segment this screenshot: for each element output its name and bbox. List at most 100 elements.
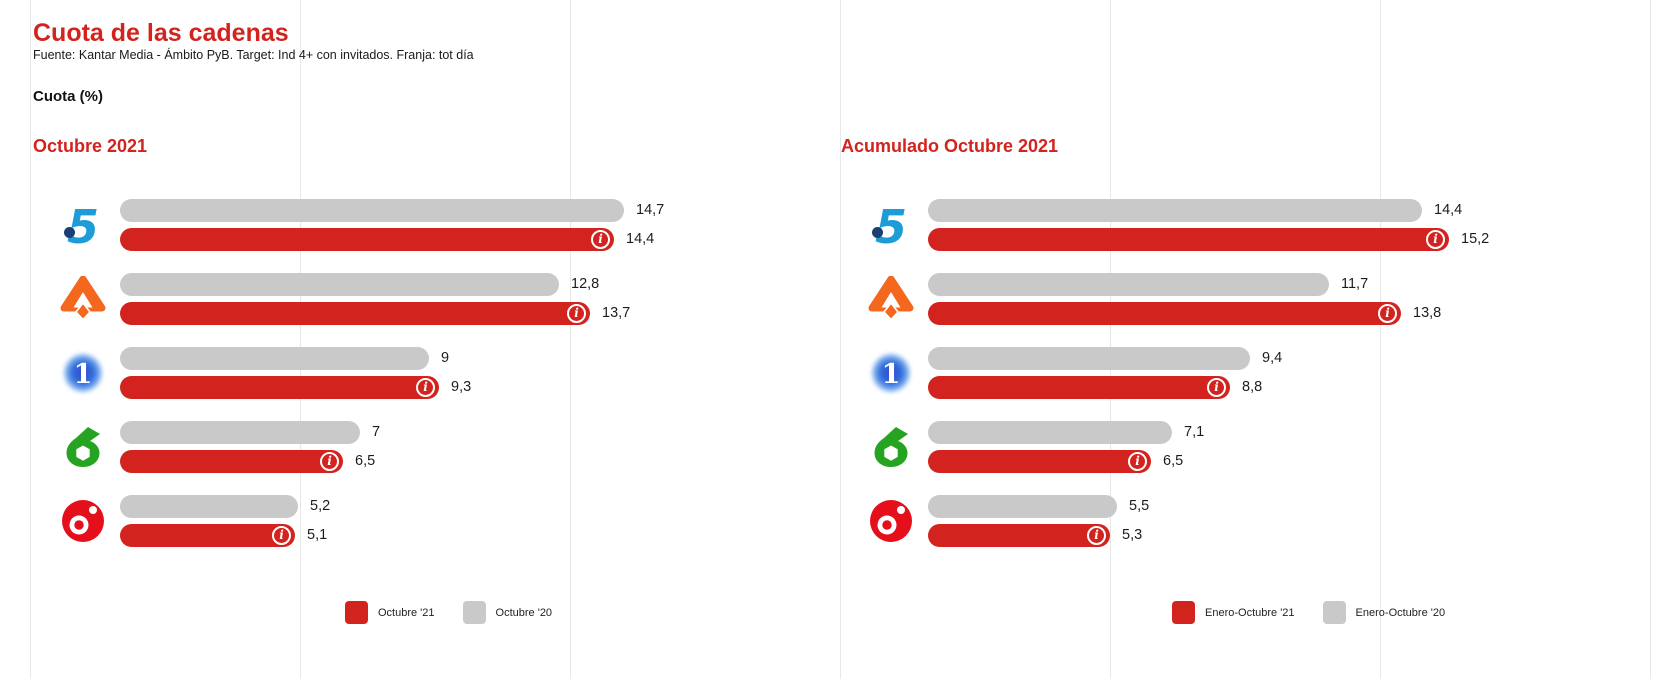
- legend-swatch-previous: [462, 601, 486, 624]
- bar-previous-year: [928, 347, 1250, 370]
- cuatro-logo: [868, 498, 914, 544]
- info-icon[interactable]: i: [320, 452, 339, 471]
- info-icon[interactable]: i: [1128, 452, 1147, 471]
- bar-previous-value: 5,2: [310, 498, 331, 514]
- grid-line: [570, 0, 571, 679]
- bar-current-year: i: [928, 376, 1230, 399]
- chart-title: Acumulado Octubre 2021: [841, 136, 1059, 156]
- channel-row-la1: 1 9,4 i 8,8: [841, 347, 1641, 399]
- chart-legend: Octubre '21 Octubre '20: [345, 601, 552, 624]
- bar-current-value: 6,5: [1163, 453, 1184, 469]
- la1-logo: 1: [868, 350, 914, 396]
- legend-label: Enero-Octubre '20: [1355, 606, 1446, 619]
- chart-title: Octubre 2021: [33, 136, 148, 156]
- channel-row-cuatro: 5,5 i 5,3: [841, 495, 1641, 547]
- legend-swatch-current: [345, 601, 368, 624]
- bar-previous-year: [928, 495, 1117, 518]
- unit-label: Cuota (%): [33, 88, 103, 105]
- info-icon[interactable]: i: [1426, 230, 1445, 249]
- svg-text:5: 5: [67, 202, 99, 248]
- legend-item: Enero-Octubre '21: [1172, 601, 1295, 624]
- bar-current-year: i: [928, 302, 1401, 325]
- info-icon[interactable]: i: [1378, 304, 1397, 323]
- chart-acumulado-octubre-2021: Acumulado Octubre 2021 5 14,4 i 15,2 11,7 i 13…: [841, 136, 1641, 676]
- bar-previous-year: [120, 495, 298, 518]
- chart-legend: Enero-Octubre '21 Enero-Octubre '20: [1172, 601, 1445, 624]
- bar-current-value: 6,5: [355, 453, 376, 469]
- channel-row-antena3: 11,7 i 13,8: [841, 273, 1641, 325]
- grid-line: [1110, 0, 1111, 679]
- lasexta-logo: [868, 424, 914, 470]
- grid-line: [840, 0, 841, 679]
- grid-line: [300, 0, 301, 679]
- bar-previous-year: [928, 421, 1172, 444]
- bar-current-year: i: [928, 450, 1151, 473]
- cuatro-logo: [60, 498, 106, 544]
- legend-swatch-current: [1172, 601, 1195, 624]
- grid-line: [1650, 0, 1651, 679]
- legend-label: Octubre '20: [495, 606, 553, 619]
- grid-line: [1380, 0, 1381, 679]
- bar-current-year: i: [120, 302, 590, 325]
- channel-row-cuatro: 5,2 i 5,1: [33, 495, 833, 547]
- bar-previous-value: 11,7: [1341, 276, 1369, 292]
- bar-current-value: 5,3: [1122, 527, 1143, 543]
- info-icon[interactable]: i: [1087, 526, 1106, 545]
- channel-row-lasexta: 7,1 i 6,5: [841, 421, 1641, 473]
- info-icon[interactable]: i: [272, 526, 291, 545]
- bar-current-year: i: [928, 228, 1449, 251]
- bar-current-year: i: [120, 450, 343, 473]
- svg-text:1: 1: [74, 359, 93, 390]
- channel-row-telecinco: 5 14,7 i 14,4: [33, 199, 833, 251]
- bar-previous-value: 7,1: [1184, 424, 1205, 440]
- antena3-logo: [868, 276, 914, 322]
- legend-item: Enero-Octubre '20: [1322, 601, 1446, 624]
- svg-text:5: 5: [875, 202, 907, 248]
- bar-previous-year: [120, 199, 624, 222]
- legend-item: Octubre '20: [462, 601, 553, 624]
- bar-current-value: 15,2: [1461, 231, 1490, 247]
- bar-current-value: 8,8: [1242, 379, 1263, 395]
- bar-current-year: i: [120, 376, 439, 399]
- bar-current-value: 5,1: [307, 527, 328, 543]
- telecinco-logo: 5: [60, 202, 106, 248]
- chart-octubre-2021: Octubre 2021 5 14,7 i 14,4 12,8 i 13,7 1 9 i 9,3 7 i…: [33, 136, 833, 676]
- bar-current-value: 9,3: [451, 379, 472, 395]
- bar-previous-value: 7: [372, 424, 381, 440]
- lasexta-logo: [60, 424, 106, 470]
- info-icon[interactable]: i: [1207, 378, 1226, 397]
- info-icon[interactable]: i: [416, 378, 435, 397]
- legend-label: Enero-Octubre '21: [1205, 606, 1295, 619]
- svg-text:1: 1: [882, 359, 901, 390]
- legend-item: Octubre '21: [345, 601, 435, 624]
- bar-current-year: i: [120, 524, 295, 547]
- info-icon[interactable]: i: [567, 304, 586, 323]
- bar-previous-year: [120, 421, 360, 444]
- legend-swatch-previous: [1322, 601, 1346, 624]
- bar-previous-value: 12,8: [571, 276, 600, 292]
- bar-current-value: 13,7: [602, 305, 631, 321]
- antena3-logo: [60, 276, 106, 322]
- bar-previous-value: 14,7: [636, 202, 665, 218]
- bar-current-value: 14,4: [626, 231, 655, 247]
- bar-previous-value: 9: [441, 350, 450, 366]
- page-title: Cuota de las cadenas: [33, 18, 289, 47]
- info-icon[interactable]: i: [591, 230, 610, 249]
- bar-previous-value: 5,5: [1129, 498, 1150, 514]
- la1-logo: 1: [60, 350, 106, 396]
- channel-row-la1: 1 9 i 9,3: [33, 347, 833, 399]
- bar-previous-year: [120, 347, 429, 370]
- source-note: Fuente: Kantar Media - Ámbito PyB. Targe…: [33, 48, 474, 62]
- bar-current-value: 13,8: [1413, 305, 1442, 321]
- grid-line: [30, 0, 31, 679]
- channel-row-telecinco: 5 14,4 i 15,2: [841, 199, 1641, 251]
- bar-previous-value: 9,4: [1262, 350, 1283, 366]
- bar-previous-year: [928, 199, 1422, 222]
- bar-previous-year: [120, 273, 559, 296]
- channel-row-antena3: 12,8 i 13,7: [33, 273, 833, 325]
- bar-previous-value: 14,4: [1434, 202, 1463, 218]
- bar-current-year: i: [120, 228, 614, 251]
- channel-row-lasexta: 7 i 6,5: [33, 421, 833, 473]
- telecinco-logo: 5: [868, 202, 914, 248]
